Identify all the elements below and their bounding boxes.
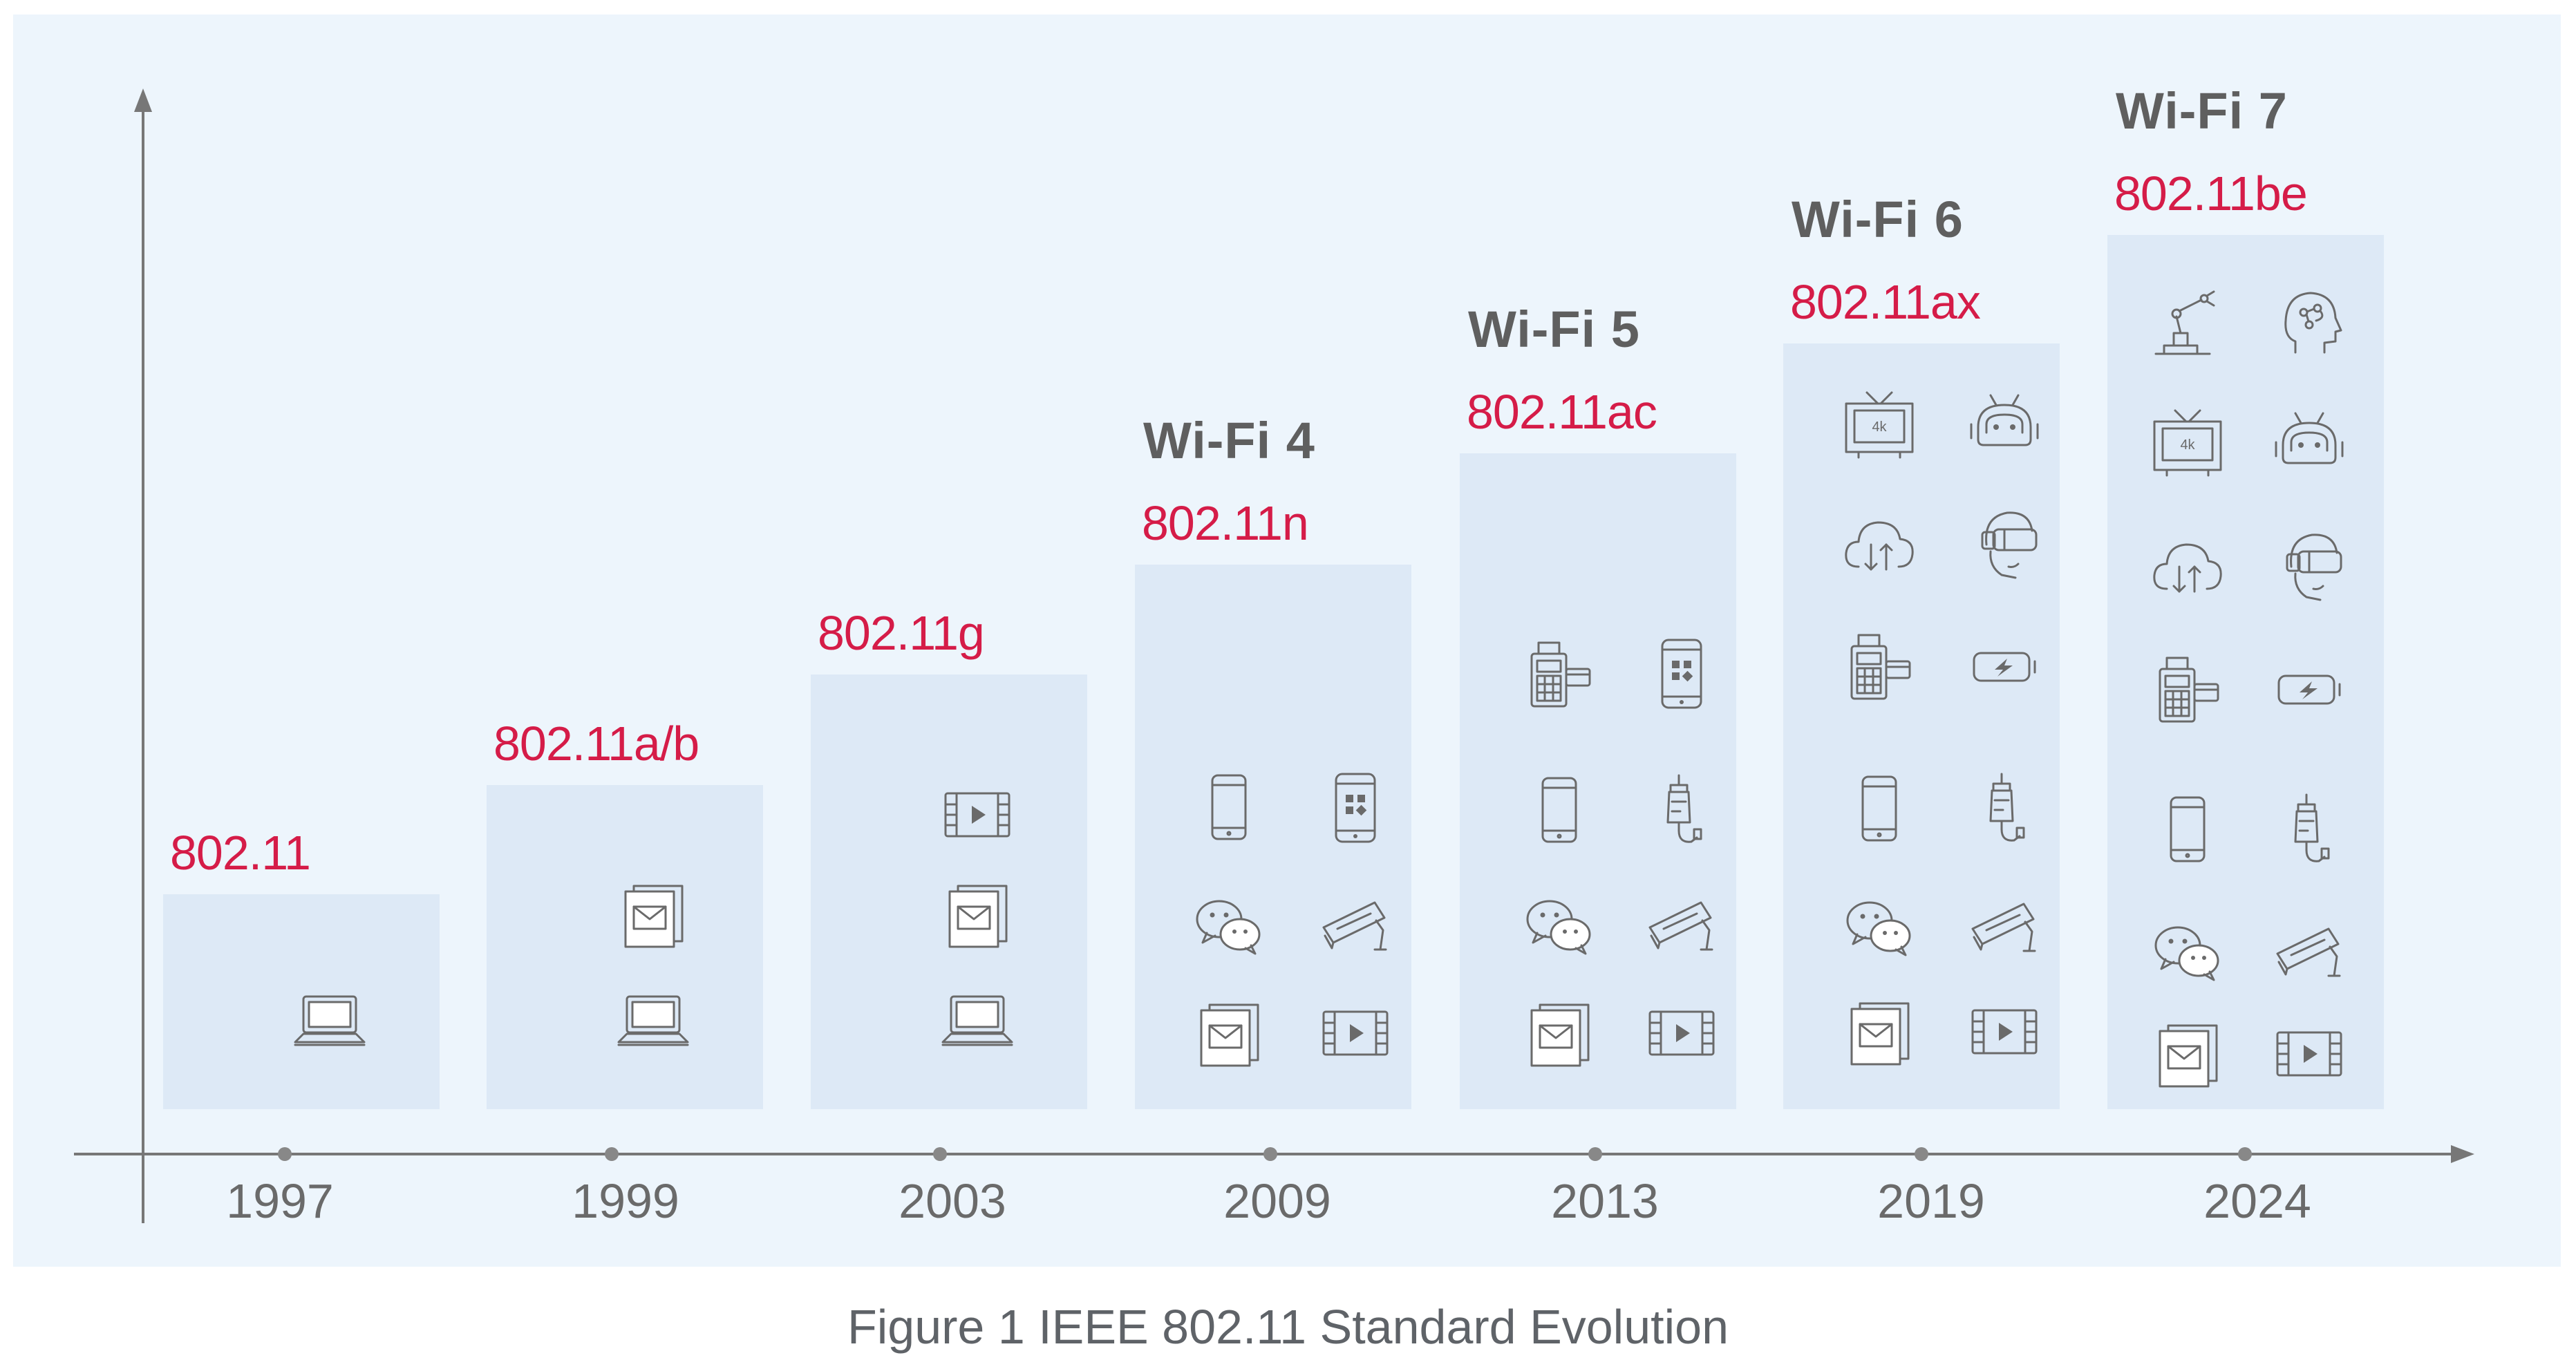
email-icon: [1187, 992, 1270, 1075]
svg-text:4k: 4k: [2180, 437, 2195, 453]
tick-2009: [1263, 1147, 1277, 1161]
year-label: 2024: [2203, 1174, 2311, 1228]
vr-headset-icon: [1963, 503, 2046, 586]
year-label: 2019: [1877, 1174, 1985, 1228]
ai-head-icon: [2268, 279, 2351, 362]
smartphone-icon: [1518, 770, 1601, 853]
tv-4k-icon: 4k: [2146, 401, 2229, 484]
email-icon: [2146, 1013, 2229, 1096]
medical-drip-icon: [2268, 789, 2351, 872]
generation-label: Wi-Fi 5: [1468, 301, 1640, 358]
video-icon: [1314, 992, 1397, 1075]
year-label: 1999: [572, 1174, 679, 1228]
app-phone-icon: [1314, 767, 1397, 850]
robot-icon: [1963, 383, 2046, 466]
video-icon: [2268, 1013, 2351, 1096]
video-icon: [936, 774, 1019, 857]
standard-label: 802.11: [170, 826, 311, 880]
chat-icon: [2146, 912, 2229, 995]
email-icon: [1518, 992, 1601, 1075]
standard-label: 802.11g: [818, 606, 985, 660]
chat-icon: [1187, 886, 1270, 969]
video-icon: [1640, 992, 1723, 1075]
laptop-icon: [612, 981, 695, 1064]
pos-terminal-icon: [1838, 625, 1921, 708]
tick-2024: [2238, 1147, 2252, 1161]
robot-icon: [2268, 401, 2351, 484]
figure-caption: Figure 1 IEEE 802.11 Standard Evolution: [847, 1300, 1729, 1354]
x-axis-arrow: [2451, 1145, 2474, 1163]
standard-box: [1135, 565, 1411, 1109]
tick-1999: [605, 1147, 619, 1161]
robot-arm-icon: [2146, 279, 2229, 362]
tick-2019: [1915, 1147, 1928, 1161]
tick-2013: [1588, 1147, 1602, 1161]
standard-label: 802.11a/b: [493, 717, 699, 771]
app-phone-icon: [1640, 633, 1723, 716]
chat-icon: [1838, 887, 1921, 970]
standard-label: 802.11be: [2114, 167, 2308, 220]
svg-text:4k: 4k: [1872, 419, 1887, 435]
smartphone-icon: [2146, 789, 2229, 872]
email-icon: [1838, 991, 1921, 1074]
standard-box: [2107, 235, 2384, 1109]
medical-drip-icon: [1640, 770, 1723, 853]
medical-drip-icon: [1963, 768, 2046, 851]
email-icon: [612, 874, 695, 956]
battery-icon: [2268, 648, 2351, 731]
standard-label: 802.11ax: [1790, 275, 1981, 329]
standard-label: 802.11ac: [1467, 385, 1657, 439]
tick-1997: [278, 1147, 292, 1161]
year-label: 1997: [226, 1174, 334, 1228]
pos-terminal-icon: [1518, 633, 1601, 716]
year-label: 2009: [1223, 1174, 1331, 1228]
smartphone-icon: [1838, 768, 1921, 851]
tick-2003: [933, 1147, 947, 1161]
cloud-sync-icon: [2146, 525, 2229, 608]
camera-icon: [1314, 886, 1397, 969]
y-axis-arrow: [134, 88, 152, 112]
standard-box: [1460, 453, 1736, 1109]
generation-label: Wi-Fi 6: [1792, 191, 1964, 248]
generation-label: Wi-Fi 7: [2116, 82, 2288, 140]
laptop-icon: [288, 981, 371, 1064]
email-icon: [936, 874, 1019, 956]
video-icon: [1963, 991, 2046, 1074]
vr-headset-icon: [2268, 525, 2351, 608]
standard-box: [1783, 343, 2060, 1109]
cloud-sync-icon: [1838, 503, 1921, 586]
tv-4k-icon: 4k: [1838, 383, 1921, 466]
camera-icon: [1963, 887, 2046, 970]
smartphone-icon: [1187, 767, 1270, 850]
year-label: 2003: [899, 1174, 1006, 1228]
chat-icon: [1518, 886, 1601, 969]
pos-terminal-icon: [2146, 648, 2229, 731]
generation-label: Wi-Fi 4: [1143, 412, 1315, 469]
year-label: 2013: [1551, 1174, 1659, 1228]
battery-icon: [1963, 625, 2046, 708]
laptop-icon: [936, 981, 1019, 1064]
camera-icon: [1640, 886, 1723, 969]
standard-label: 802.11n: [1142, 496, 1309, 550]
standard-box: [163, 894, 440, 1109]
camera-icon: [2268, 912, 2351, 995]
